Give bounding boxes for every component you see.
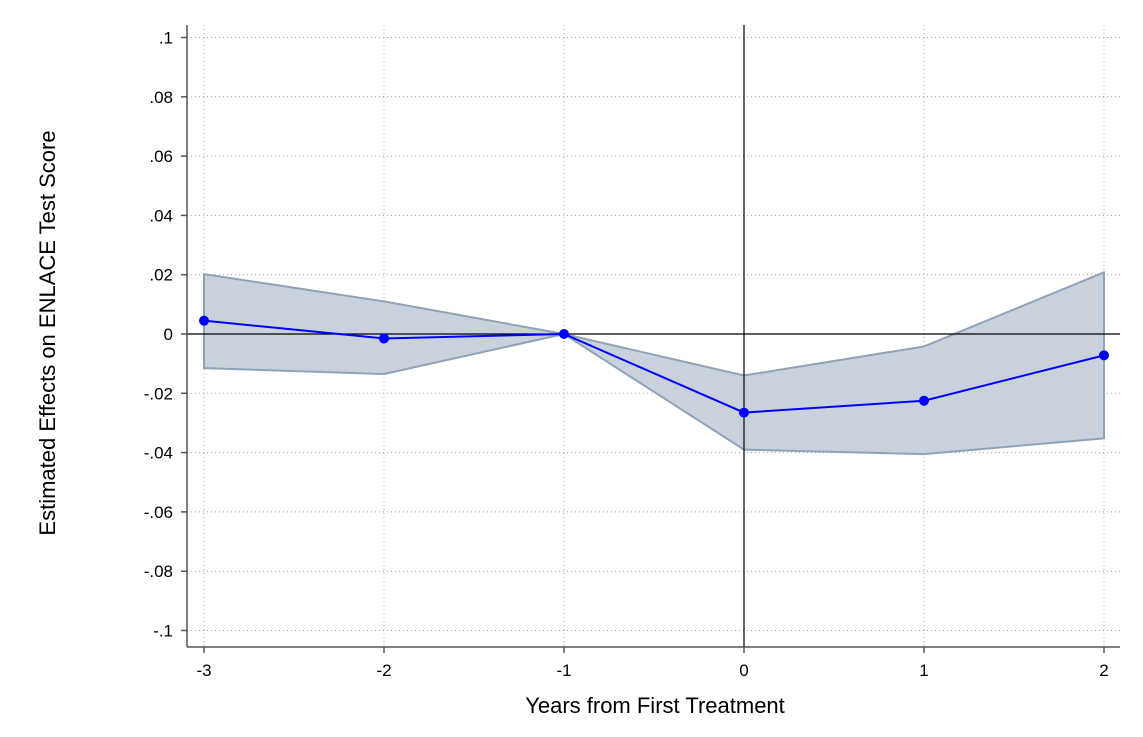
series-line — [203, 319, 1105, 414]
x-tick-label: 2 — [1099, 661, 1108, 680]
x-tick-label: -1 — [556, 661, 571, 680]
x-axis-title: Years from First Treatment — [525, 693, 785, 718]
y-tick-label: 0 — [164, 325, 173, 344]
y-tick-label: -.04 — [144, 444, 173, 463]
data-point — [379, 333, 389, 344]
data-point — [739, 407, 749, 418]
y-tick-label: .04 — [149, 206, 173, 225]
axes: .1 .08 .06 .04 .02 0 -.02 -.04 -.06 -.08 -.1 -3 -2 -1… — [144, 25, 1120, 680]
y-tick-label: -.06 — [144, 503, 173, 522]
y-axis-title: Estimated Effects on ENLACE Test Score — [35, 130, 60, 535]
y-tick-label: .06 — [149, 147, 173, 166]
y-tick-label: .1 — [159, 29, 173, 48]
confidence-band — [203, 271, 1105, 456]
y-tick-label: -.1 — [153, 622, 173, 641]
y-tick-label: .02 — [149, 266, 173, 285]
data-point — [1099, 350, 1109, 361]
x-tick-label: -2 — [376, 661, 391, 680]
x-tick-label: 1 — [919, 661, 928, 680]
x-tick-label: 0 — [739, 661, 748, 680]
y-tick-label: -.08 — [144, 562, 173, 581]
series-group — [199, 315, 1109, 418]
data-point — [919, 395, 929, 406]
y-tick-label: .08 — [149, 88, 173, 107]
confidence-band-group — [203, 271, 1105, 456]
x-tick-label: -3 — [196, 661, 211, 680]
y-tick-label: -.02 — [144, 384, 173, 403]
data-point — [559, 329, 569, 339]
data-point — [199, 315, 209, 326]
